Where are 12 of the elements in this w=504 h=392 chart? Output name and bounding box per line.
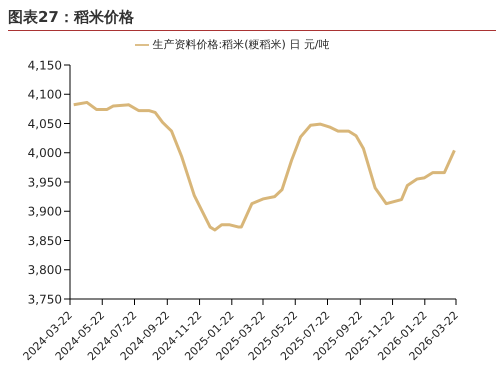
chart-title: 图表27：稻米价格 — [8, 8, 496, 31]
y-tick-label: 3,850 — [28, 234, 62, 248]
y-tick-label: 4,150 — [28, 58, 62, 72]
legend-label: 生产资料价格:稻米(粳稻米) 日 元/吨 — [152, 38, 330, 51]
line-series — [72, 100, 456, 232]
y-tick-label: 3,900 — [28, 204, 62, 219]
y-tick-label: 3,750 — [28, 292, 62, 306]
y-tick-label: 4,050 — [28, 116, 62, 131]
y-tick-label: 3,800 — [28, 263, 62, 278]
y-tick-label: 4,100 — [28, 88, 62, 102]
y-tick-label: 4,000 — [28, 146, 62, 160]
y-tick-label: 3,950 — [28, 175, 62, 190]
